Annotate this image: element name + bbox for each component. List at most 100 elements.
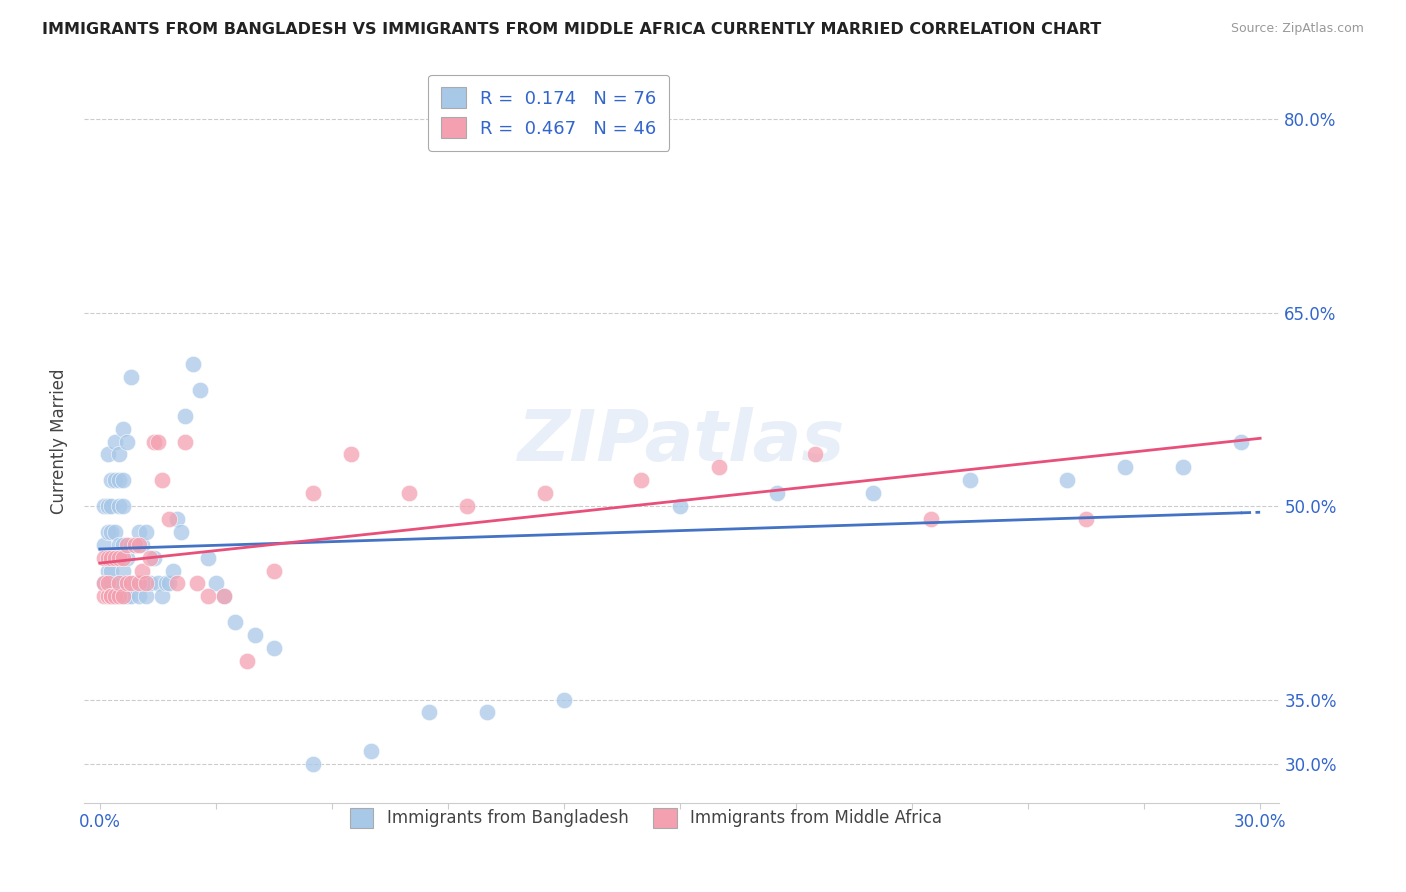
Point xyxy=(124,576,146,591)
Point xyxy=(97,499,120,513)
Point xyxy=(959,473,981,487)
Point xyxy=(100,564,122,578)
Point xyxy=(104,550,127,565)
Point xyxy=(146,576,169,591)
Point xyxy=(97,550,120,565)
Point xyxy=(135,576,157,591)
Point xyxy=(630,473,652,487)
Point xyxy=(104,473,127,487)
Text: ZIPatlas: ZIPatlas xyxy=(519,407,845,476)
Point xyxy=(112,499,135,513)
Point xyxy=(124,538,146,552)
Point xyxy=(131,564,153,578)
Point xyxy=(765,486,787,500)
Point xyxy=(115,550,138,565)
Point xyxy=(301,757,323,772)
Point xyxy=(108,447,131,461)
Point xyxy=(159,576,181,591)
Point xyxy=(143,434,166,449)
Point xyxy=(115,434,138,449)
Point xyxy=(1074,512,1097,526)
Point xyxy=(104,550,127,565)
Point xyxy=(115,576,138,591)
Point xyxy=(205,576,228,591)
Point xyxy=(139,576,162,591)
Point xyxy=(150,590,173,604)
Point xyxy=(197,590,219,604)
Point xyxy=(100,550,122,565)
Point xyxy=(243,628,266,642)
Point xyxy=(263,564,285,578)
Point xyxy=(804,447,827,461)
Point xyxy=(360,744,382,758)
Point xyxy=(120,370,142,384)
Point xyxy=(128,590,150,604)
Point xyxy=(456,499,478,513)
Point xyxy=(97,550,120,565)
Point xyxy=(97,576,120,591)
Point xyxy=(120,590,142,604)
Point xyxy=(97,590,120,604)
Point xyxy=(1171,460,1194,475)
Point xyxy=(340,447,363,461)
Point xyxy=(108,550,131,565)
Point xyxy=(533,486,555,500)
Point xyxy=(1229,434,1251,449)
Point xyxy=(418,706,440,720)
Point xyxy=(100,473,122,487)
Point xyxy=(1056,473,1078,487)
Point xyxy=(150,473,173,487)
Point xyxy=(139,550,162,565)
Point xyxy=(166,576,188,591)
Point xyxy=(97,564,120,578)
Point xyxy=(112,422,135,436)
Point xyxy=(1114,460,1136,475)
Point xyxy=(93,538,115,552)
Point xyxy=(301,486,323,500)
Point xyxy=(707,460,730,475)
Point xyxy=(120,576,142,591)
Text: IMMIGRANTS FROM BANGLADESH VS IMMIGRANTS FROM MIDDLE AFRICA CURRENTLY MARRIED CO: IMMIGRANTS FROM BANGLADESH VS IMMIGRANTS… xyxy=(42,22,1101,37)
Point xyxy=(100,499,122,513)
Point xyxy=(108,538,131,552)
Point xyxy=(170,524,193,539)
Point xyxy=(93,590,115,604)
Point xyxy=(236,654,259,668)
Point xyxy=(174,434,197,449)
Point xyxy=(108,590,131,604)
Point xyxy=(112,538,135,552)
Point xyxy=(120,538,142,552)
Point xyxy=(146,434,169,449)
Point xyxy=(162,564,184,578)
Point xyxy=(93,550,115,565)
Legend: Immigrants from Bangladesh, Immigrants from Middle Africa: Immigrants from Bangladesh, Immigrants f… xyxy=(343,802,949,834)
Point xyxy=(155,576,177,591)
Point xyxy=(669,499,692,513)
Point xyxy=(174,409,197,423)
Point xyxy=(112,564,135,578)
Point xyxy=(112,590,135,604)
Point xyxy=(108,473,131,487)
Point xyxy=(212,590,235,604)
Point xyxy=(128,524,150,539)
Point xyxy=(112,550,135,565)
Point xyxy=(862,486,884,500)
Point xyxy=(398,486,420,500)
Point xyxy=(93,576,115,591)
Point xyxy=(108,576,131,591)
Point xyxy=(553,692,575,706)
Point xyxy=(124,538,146,552)
Point xyxy=(263,640,285,655)
Point xyxy=(112,590,135,604)
Point xyxy=(190,383,212,397)
Point xyxy=(143,550,166,565)
Point xyxy=(131,576,153,591)
Point xyxy=(108,576,131,591)
Point xyxy=(186,576,208,591)
Point xyxy=(104,434,127,449)
Point xyxy=(135,524,157,539)
Point xyxy=(104,590,127,604)
Point xyxy=(181,357,204,371)
Point xyxy=(100,524,122,539)
Point xyxy=(97,447,120,461)
